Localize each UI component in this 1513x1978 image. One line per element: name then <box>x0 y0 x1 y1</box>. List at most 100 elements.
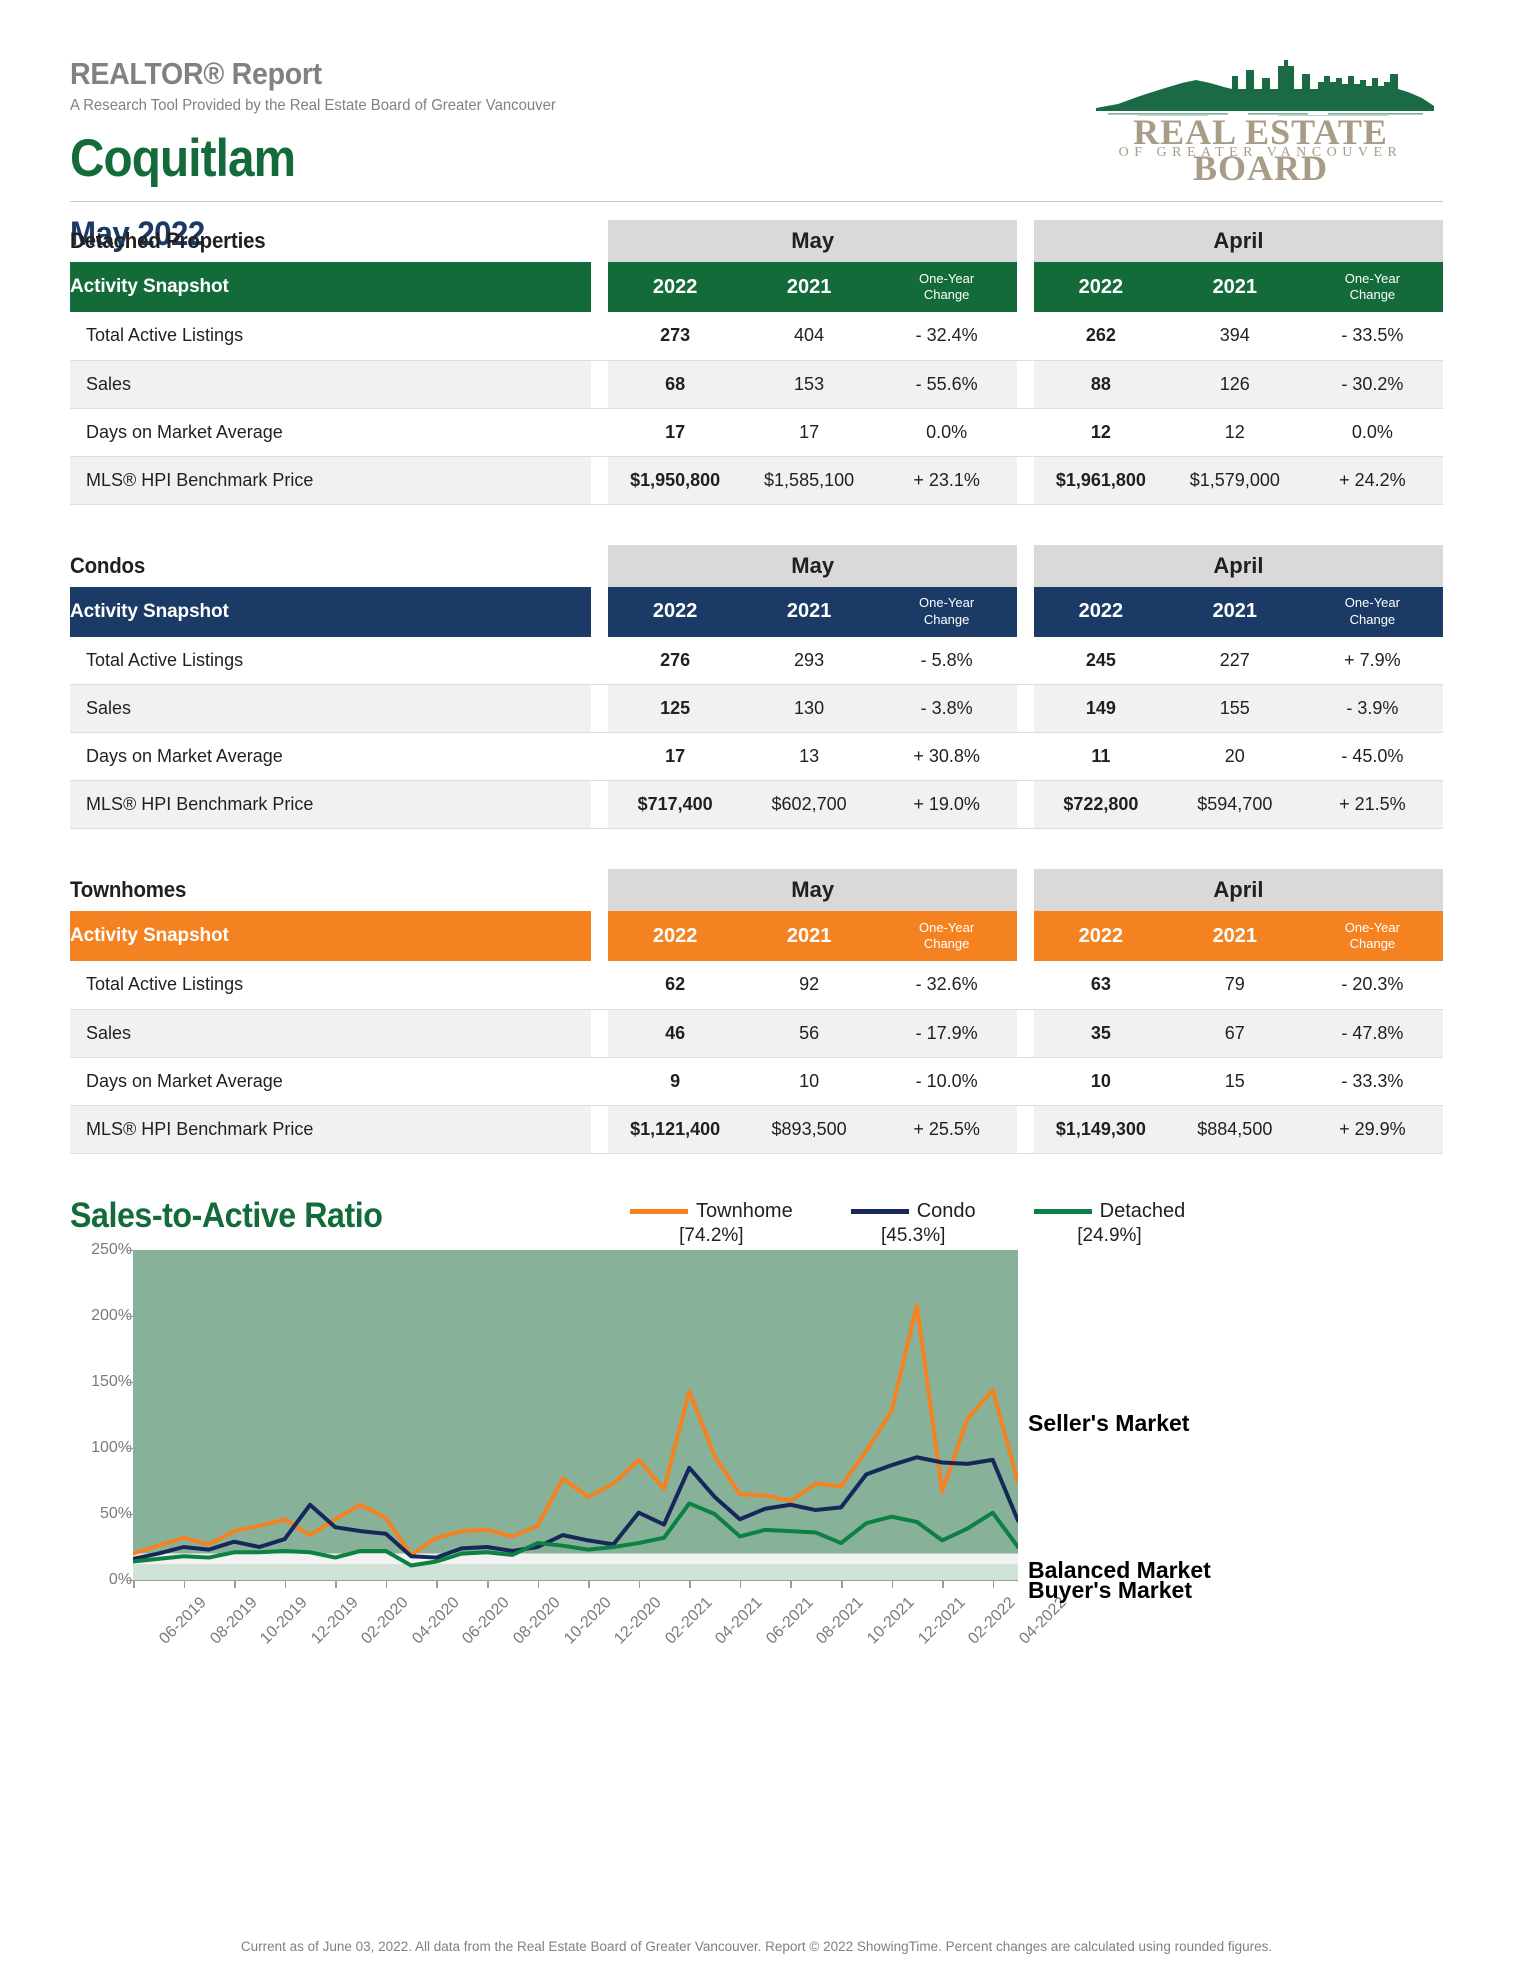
cell-april-prior: $1,579,000 <box>1167 456 1302 505</box>
table-row: Sales 46 56- 17.9% 35 67- 47.8% <box>70 1009 1443 1058</box>
table-row: Total Active Listings 273 404- 32.4% 262 394… <box>70 312 1443 361</box>
table-row: Total Active Listings 276 293- 5.8% 245 227 +… <box>70 636 1443 685</box>
table-month-header-row: Townhomes May April <box>70 869 1443 911</box>
cell-april-prior: 15 <box>1167 1057 1302 1106</box>
x-axis-tick <box>841 1579 843 1588</box>
x-axis-tick-label: 06-2019 <box>156 1593 210 1648</box>
table-month-header-row: Condos May April <box>70 544 1443 587</box>
cell-may-current: 62 <box>608 961 743 1010</box>
spacer <box>591 911 608 961</box>
cell-april-current: 35 <box>1033 1009 1168 1058</box>
col-header-one-year-change: One-Year Change <box>1301 586 1443 637</box>
y-axis-tick-label: 50% <box>99 1504 132 1522</box>
cell-april-current: 245 <box>1033 636 1168 685</box>
x-axis-tick-label: 02-2021 <box>661 1593 716 1648</box>
col-header-year-prior: 2021 <box>1167 911 1302 961</box>
month-header-left: May <box>608 544 1018 587</box>
cell-april-current: $1,961,800 <box>1033 456 1168 505</box>
col-header-one-year-change: One-Year Change <box>876 262 1018 312</box>
row-label: MLS® HPI Benchmark Price <box>70 456 592 505</box>
chart-legend: Townhome [74.2%] Condo [45.3%] Detached [24.9… <box>630 1200 1185 1247</box>
legend-swatch-icon <box>850 1208 909 1214</box>
cell-may-current: 17 <box>608 732 743 781</box>
city-name: Coquitlam <box>70 129 296 188</box>
activity-snapshot-label: Activity Snapshot <box>70 262 592 312</box>
market-band-annotation: Balanced Market <box>1028 1556 1211 1583</box>
chart-title: Sales-to-Active Ratio <box>70 1195 383 1235</box>
cell-may-prior: $893,500 <box>742 1105 877 1154</box>
cell-may-prior: 56 <box>742 1009 877 1058</box>
cell-may-prior: 153 <box>742 360 877 409</box>
cell-may-prior: 92 <box>742 961 877 1010</box>
y-axis-tick <box>126 1315 133 1317</box>
cell-may-change: - 32.4% <box>876 312 1018 361</box>
cell-april-change: - 45.0% <box>1301 732 1443 781</box>
legend-value: [45.3%] <box>880 1224 946 1246</box>
spacer <box>1017 1057 1034 1106</box>
x-axis-tick <box>335 1579 337 1588</box>
cell-may-prior: 404 <box>742 312 877 361</box>
cell-may-prior: 10 <box>742 1057 877 1106</box>
x-axis-tick-label: 04-2021 <box>712 1593 767 1648</box>
cell-april-current: $722,800 <box>1033 780 1168 829</box>
x-axis-tick-label: 12-2020 <box>611 1593 665 1648</box>
x-axis-tick-label: 10-2019 <box>257 1593 311 1648</box>
spacer <box>1017 636 1034 685</box>
x-axis-tick <box>487 1579 489 1588</box>
spacer <box>1017 869 1034 911</box>
market-band-annotation: Seller's Market <box>1028 1409 1190 1436</box>
cell-may-current: 9 <box>608 1057 743 1106</box>
cell-april-prior: 126 <box>1167 360 1302 409</box>
spacer <box>1017 408 1034 457</box>
cell-may-prior: 17 <box>742 408 877 457</box>
cell-april-prior: 227 <box>1167 636 1302 685</box>
x-axis-tick-label: 10-2021 <box>864 1593 918 1648</box>
row-label: Total Active Listings <box>70 636 592 685</box>
col-header-year-current: 2022 <box>608 911 743 961</box>
col-header-year-current: 2022 <box>1033 262 1168 312</box>
cell-may-current: 17 <box>608 408 743 457</box>
month-header-right: April <box>1033 544 1443 587</box>
activity-table: Townhomes May April Activity Snapshot 2022 20… <box>70 869 1443 1154</box>
spacer <box>1017 545 1034 587</box>
cell-april-change: + 7.9% <box>1301 636 1443 685</box>
cell-may-change: - 17.9% <box>876 1009 1018 1058</box>
x-axis-tick <box>992 1579 995 1588</box>
cell-may-prior: 130 <box>742 684 877 733</box>
row-label: Sales <box>70 684 592 733</box>
cell-may-change: + 19.0% <box>876 780 1018 829</box>
x-axis-tick <box>689 1579 691 1588</box>
spacer <box>1017 732 1034 781</box>
y-axis-tick-label: 250% <box>91 1240 132 1258</box>
row-label: MLS® HPI Benchmark Price <box>70 780 592 829</box>
x-axis-ticks <box>133 1579 1018 1588</box>
x-axis <box>133 1579 1018 1581</box>
legend-label: Detached <box>1099 1199 1186 1222</box>
col-header-one-year-change: One-Year Change <box>1301 262 1443 312</box>
spacer <box>591 869 608 911</box>
cell-may-prior: $1,585,100 <box>742 456 877 505</box>
row-label: Days on Market Average <box>70 732 592 781</box>
spacer <box>591 1009 609 1058</box>
cell-may-change: - 10.0% <box>876 1057 1018 1106</box>
property-type-name: Condos <box>70 552 146 578</box>
y-axis-tick-label: 150% <box>91 1372 132 1390</box>
x-axis-tick <box>891 1579 894 1588</box>
cell-april-change: - 47.8% <box>1301 1009 1443 1058</box>
spacer <box>1017 1009 1034 1058</box>
legend-item: Townhome [74.2%] <box>630 1200 793 1247</box>
activity-table: Condos May April Activity Snapshot 2022 2021 O… <box>70 544 1443 829</box>
table-column-header-row: Activity Snapshot 2022 2021 One-Year Change 2… <box>70 911 1443 961</box>
cell-may-current: 68 <box>608 360 743 409</box>
cell-may-prior: 13 <box>742 732 877 781</box>
cell-april-prior: 67 <box>1167 1009 1302 1058</box>
table-row: MLS® HPI Benchmark Price $717,400 $602,700… <box>70 780 1443 829</box>
table-row: Sales 125 130- 3.8% 149 155- 3.9% <box>70 684 1443 733</box>
chart-plot-area: 0% 50% 100% 150% 200% 250% 06-2019 08-2019 10-20… <box>70 1241 1211 1648</box>
rebgv-logo: REAL ESTATE BOARD OF GREATER VANCOUVER <box>1078 56 1443 186</box>
x-axis-tick <box>234 1579 236 1588</box>
cell-april-prior: 12 <box>1167 408 1302 457</box>
cell-may-change: + 25.5% <box>876 1105 1018 1154</box>
cell-may-current: $1,950,800 <box>608 456 743 505</box>
